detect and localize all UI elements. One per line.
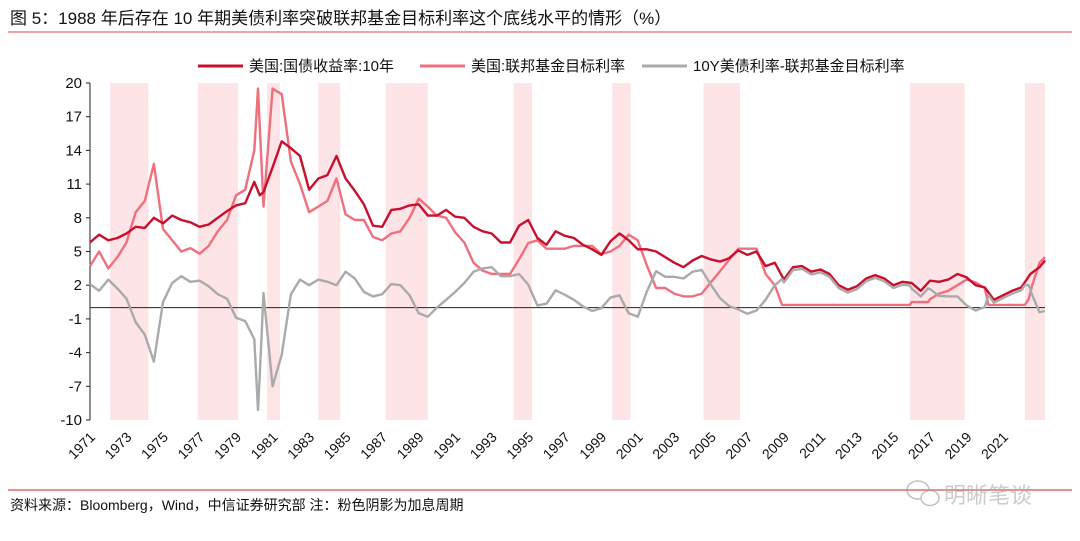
x-tick-label: 1997 bbox=[540, 429, 573, 462]
y-tick-label: -4 bbox=[69, 345, 82, 362]
y-tick-label: 2 bbox=[74, 277, 82, 294]
y-tick-label: 20 bbox=[65, 75, 82, 92]
x-tick-label: 1971 bbox=[65, 429, 98, 462]
x-tick-label: 2005 bbox=[686, 429, 719, 462]
x-tick-label: 2009 bbox=[759, 429, 792, 462]
y-tick-label: 17 bbox=[65, 109, 82, 126]
x-tick-label: 1983 bbox=[284, 429, 317, 462]
x-tick-label: 2017 bbox=[905, 429, 938, 462]
x-tick-label: 2003 bbox=[649, 429, 682, 462]
x-tick-label: 2015 bbox=[868, 429, 901, 462]
x-tick-label: 1989 bbox=[393, 429, 426, 462]
y-tick-label: -7 bbox=[69, 378, 82, 395]
chart-title: 图 5：1988 年后存在 10 年期美债利率突破联邦基金目标利率这个底线水平的… bbox=[10, 9, 671, 28]
shaded-period bbox=[267, 83, 280, 420]
y-tick-label: 14 bbox=[65, 142, 82, 159]
shaded-period bbox=[1024, 83, 1045, 420]
x-tick-label: 2019 bbox=[941, 429, 974, 462]
shaded-period bbox=[197, 83, 238, 420]
x-tick-label: 1979 bbox=[211, 429, 244, 462]
watermark: 明晰笔谈 bbox=[906, 480, 1032, 508]
x-tick-label: 1981 bbox=[247, 429, 280, 462]
shaded-period bbox=[318, 83, 341, 420]
x-tick-label: 2021 bbox=[978, 429, 1011, 462]
y-tick-label: -1 bbox=[69, 311, 82, 328]
y-tick-label: -10 bbox=[60, 412, 82, 429]
source-note: 资料来源：Bloomberg，Wind，中信证券研究部 注：粉色阴影为加息周期 bbox=[10, 497, 464, 513]
x-tick-label: 1985 bbox=[320, 429, 353, 462]
y-tick-label: 8 bbox=[74, 210, 82, 227]
x-tick-label: 1991 bbox=[430, 429, 463, 462]
shaded-period bbox=[612, 83, 631, 420]
shaded-period bbox=[909, 83, 965, 420]
x-tick-label: 1993 bbox=[466, 429, 499, 462]
y-tick-label: 11 bbox=[66, 176, 82, 193]
x-tick-label: 2013 bbox=[832, 429, 865, 462]
shaded-periods bbox=[110, 83, 1045, 420]
shaded-period bbox=[385, 83, 428, 420]
x-tick-label: 1975 bbox=[138, 429, 171, 462]
y-tick-label: 5 bbox=[74, 244, 82, 261]
x-tick-label: 1987 bbox=[357, 429, 390, 462]
series-line-spread bbox=[89, 266, 1046, 412]
legend-label: 美国:国债收益率:10年 bbox=[249, 58, 394, 75]
x-tick-label: 2001 bbox=[613, 429, 646, 462]
wechat-icon bbox=[906, 480, 940, 507]
legend-label: 美国:联邦基金目标利率 bbox=[471, 58, 625, 75]
x-tick-label: 2007 bbox=[722, 429, 755, 462]
legend: 美国:国债收益率:10年 美国:联邦基金目标利率 10Y美债利率-联邦基金目标利率 bbox=[198, 58, 905, 75]
watermark-text: 明晰笔谈 bbox=[944, 483, 1032, 508]
x-tick-label: 1973 bbox=[101, 429, 134, 462]
x-tick-label: 1999 bbox=[576, 429, 609, 462]
legend-label: 10Y美债利率-联邦基金目标利率 bbox=[693, 58, 905, 75]
shaded-period bbox=[703, 83, 741, 420]
x-tick-label: 1977 bbox=[174, 429, 207, 462]
x-tick-label: 2011 bbox=[796, 429, 829, 462]
series-lines bbox=[88, 87, 1046, 412]
shaded-period bbox=[110, 83, 149, 420]
x-tick-label: 1995 bbox=[503, 429, 536, 462]
